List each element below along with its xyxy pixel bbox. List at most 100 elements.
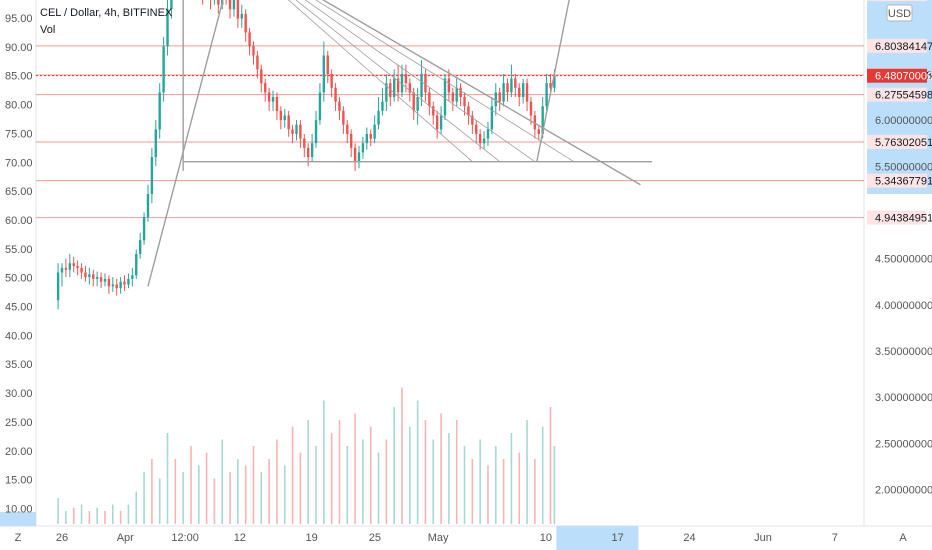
volume-bar (369, 426, 372, 524)
candle-body (119, 281, 122, 289)
time-axis-tick: 7 (832, 532, 838, 544)
candle-body (138, 240, 142, 255)
candle-body (287, 115, 290, 130)
candle-body (455, 87, 458, 102)
candle-body (322, 55, 326, 93)
candle-body (217, 0, 220, 5)
volume-bar (416, 400, 419, 524)
time-axis-tick: Jun (754, 532, 772, 544)
volume-bar (518, 452, 521, 524)
trendline-main-resistance (321, 0, 641, 186)
chart-title: CEL / Dollar, 4h, BITFINEX (40, 7, 173, 19)
volume-bar (252, 446, 255, 524)
log-scale-toggle[interactable]: Z (15, 532, 22, 544)
trendline-fan-3 (304, 0, 536, 162)
candle-body (76, 266, 79, 268)
volume-bar (471, 459, 474, 524)
candle-body (396, 78, 400, 93)
trendline-fan-1 (287, 0, 473, 162)
volume-bar (190, 446, 192, 524)
candle-body (349, 133, 353, 148)
left-axis-tick: 95.00 (5, 13, 33, 25)
candle-body (498, 92, 501, 102)
price-level-label: 7.36367698 (875, 0, 932, 1)
currency-label: USD (888, 8, 911, 20)
time-axis-tick: May (428, 532, 449, 544)
candle-body (92, 274, 95, 279)
price-level-label: 6.27554598 (875, 90, 932, 102)
candle-body (389, 83, 392, 98)
candle-body (412, 92, 415, 111)
candle-body (521, 83, 525, 98)
candle-body (330, 73, 333, 88)
volume-bar (237, 459, 239, 524)
price-level-label: 5.76302051 (875, 137, 932, 149)
price-level-tag (867, 87, 927, 102)
candle-body (529, 101, 533, 116)
price-level-label: 6.80384147 (875, 41, 932, 53)
time-axis-tick: 17 (612, 532, 624, 544)
left-axis-tick: 25.00 (5, 417, 33, 429)
candle-body (228, 0, 232, 10)
volume-bar (205, 452, 208, 524)
volume-bar (401, 387, 403, 524)
candle-body (361, 143, 365, 153)
candle-body (131, 275, 134, 279)
time-axis-tick: Apr (117, 532, 134, 544)
candle-body (310, 143, 314, 158)
candle-body (365, 133, 369, 144)
volume-bar (502, 459, 505, 524)
candle-body (502, 83, 505, 102)
left-axis-tick: 55.00 (5, 244, 33, 256)
volume-bar (244, 465, 247, 524)
volume-bar (174, 459, 177, 524)
candle-body (537, 129, 540, 134)
candle-body (88, 274, 91, 278)
candle-body (486, 129, 490, 139)
auto-scale-toggle[interactable]: A (899, 532, 907, 544)
time-axis-tick: 10 (540, 532, 552, 544)
volume-bar (409, 426, 411, 524)
volume-bar (229, 472, 231, 524)
volume-bar (260, 472, 263, 524)
volume-bar (268, 459, 270, 524)
candle-body (549, 83, 552, 88)
candle-body (150, 157, 154, 194)
candle-body (459, 87, 462, 98)
candle-body (56, 272, 60, 301)
right-axis-tick: 4.50000000 (875, 254, 932, 266)
volume-bar (448, 433, 450, 524)
volume-bar (385, 439, 388, 524)
candle-body (541, 106, 544, 134)
right-axis-tick: 3.50000000 (875, 346, 932, 358)
candle-body (299, 124, 302, 139)
candle-body (248, 32, 251, 47)
volume-bar (197, 465, 200, 524)
candle-body (170, 0, 173, 10)
time-axis-highlight (556, 526, 639, 550)
candle-body (424, 73, 427, 93)
candle-body (369, 133, 372, 139)
candle-body (533, 115, 537, 130)
candle-body (260, 69, 263, 84)
right-axis-tick: 6.00000000 (875, 115, 932, 127)
candle-body (475, 124, 478, 134)
candle-body (111, 284, 115, 287)
candle-body (142, 217, 146, 241)
candle-body (318, 92, 322, 121)
volume-bar (80, 504, 83, 524)
candle-body (72, 263, 75, 267)
currency-badge[interactable]: USD (886, 4, 913, 22)
left-axis-tick: 75.00 (5, 128, 33, 140)
candle-body (482, 138, 486, 144)
candle-body (307, 147, 310, 158)
candle-body (240, 13, 243, 19)
candle-body (346, 124, 349, 134)
candle-body (357, 152, 361, 162)
volume-bar (72, 507, 75, 524)
volume-bar (393, 407, 395, 524)
left-axis-tick: 50.00 (5, 273, 33, 285)
trendline-right-impulse (536, 0, 570, 162)
volume-bar (88, 511, 91, 524)
